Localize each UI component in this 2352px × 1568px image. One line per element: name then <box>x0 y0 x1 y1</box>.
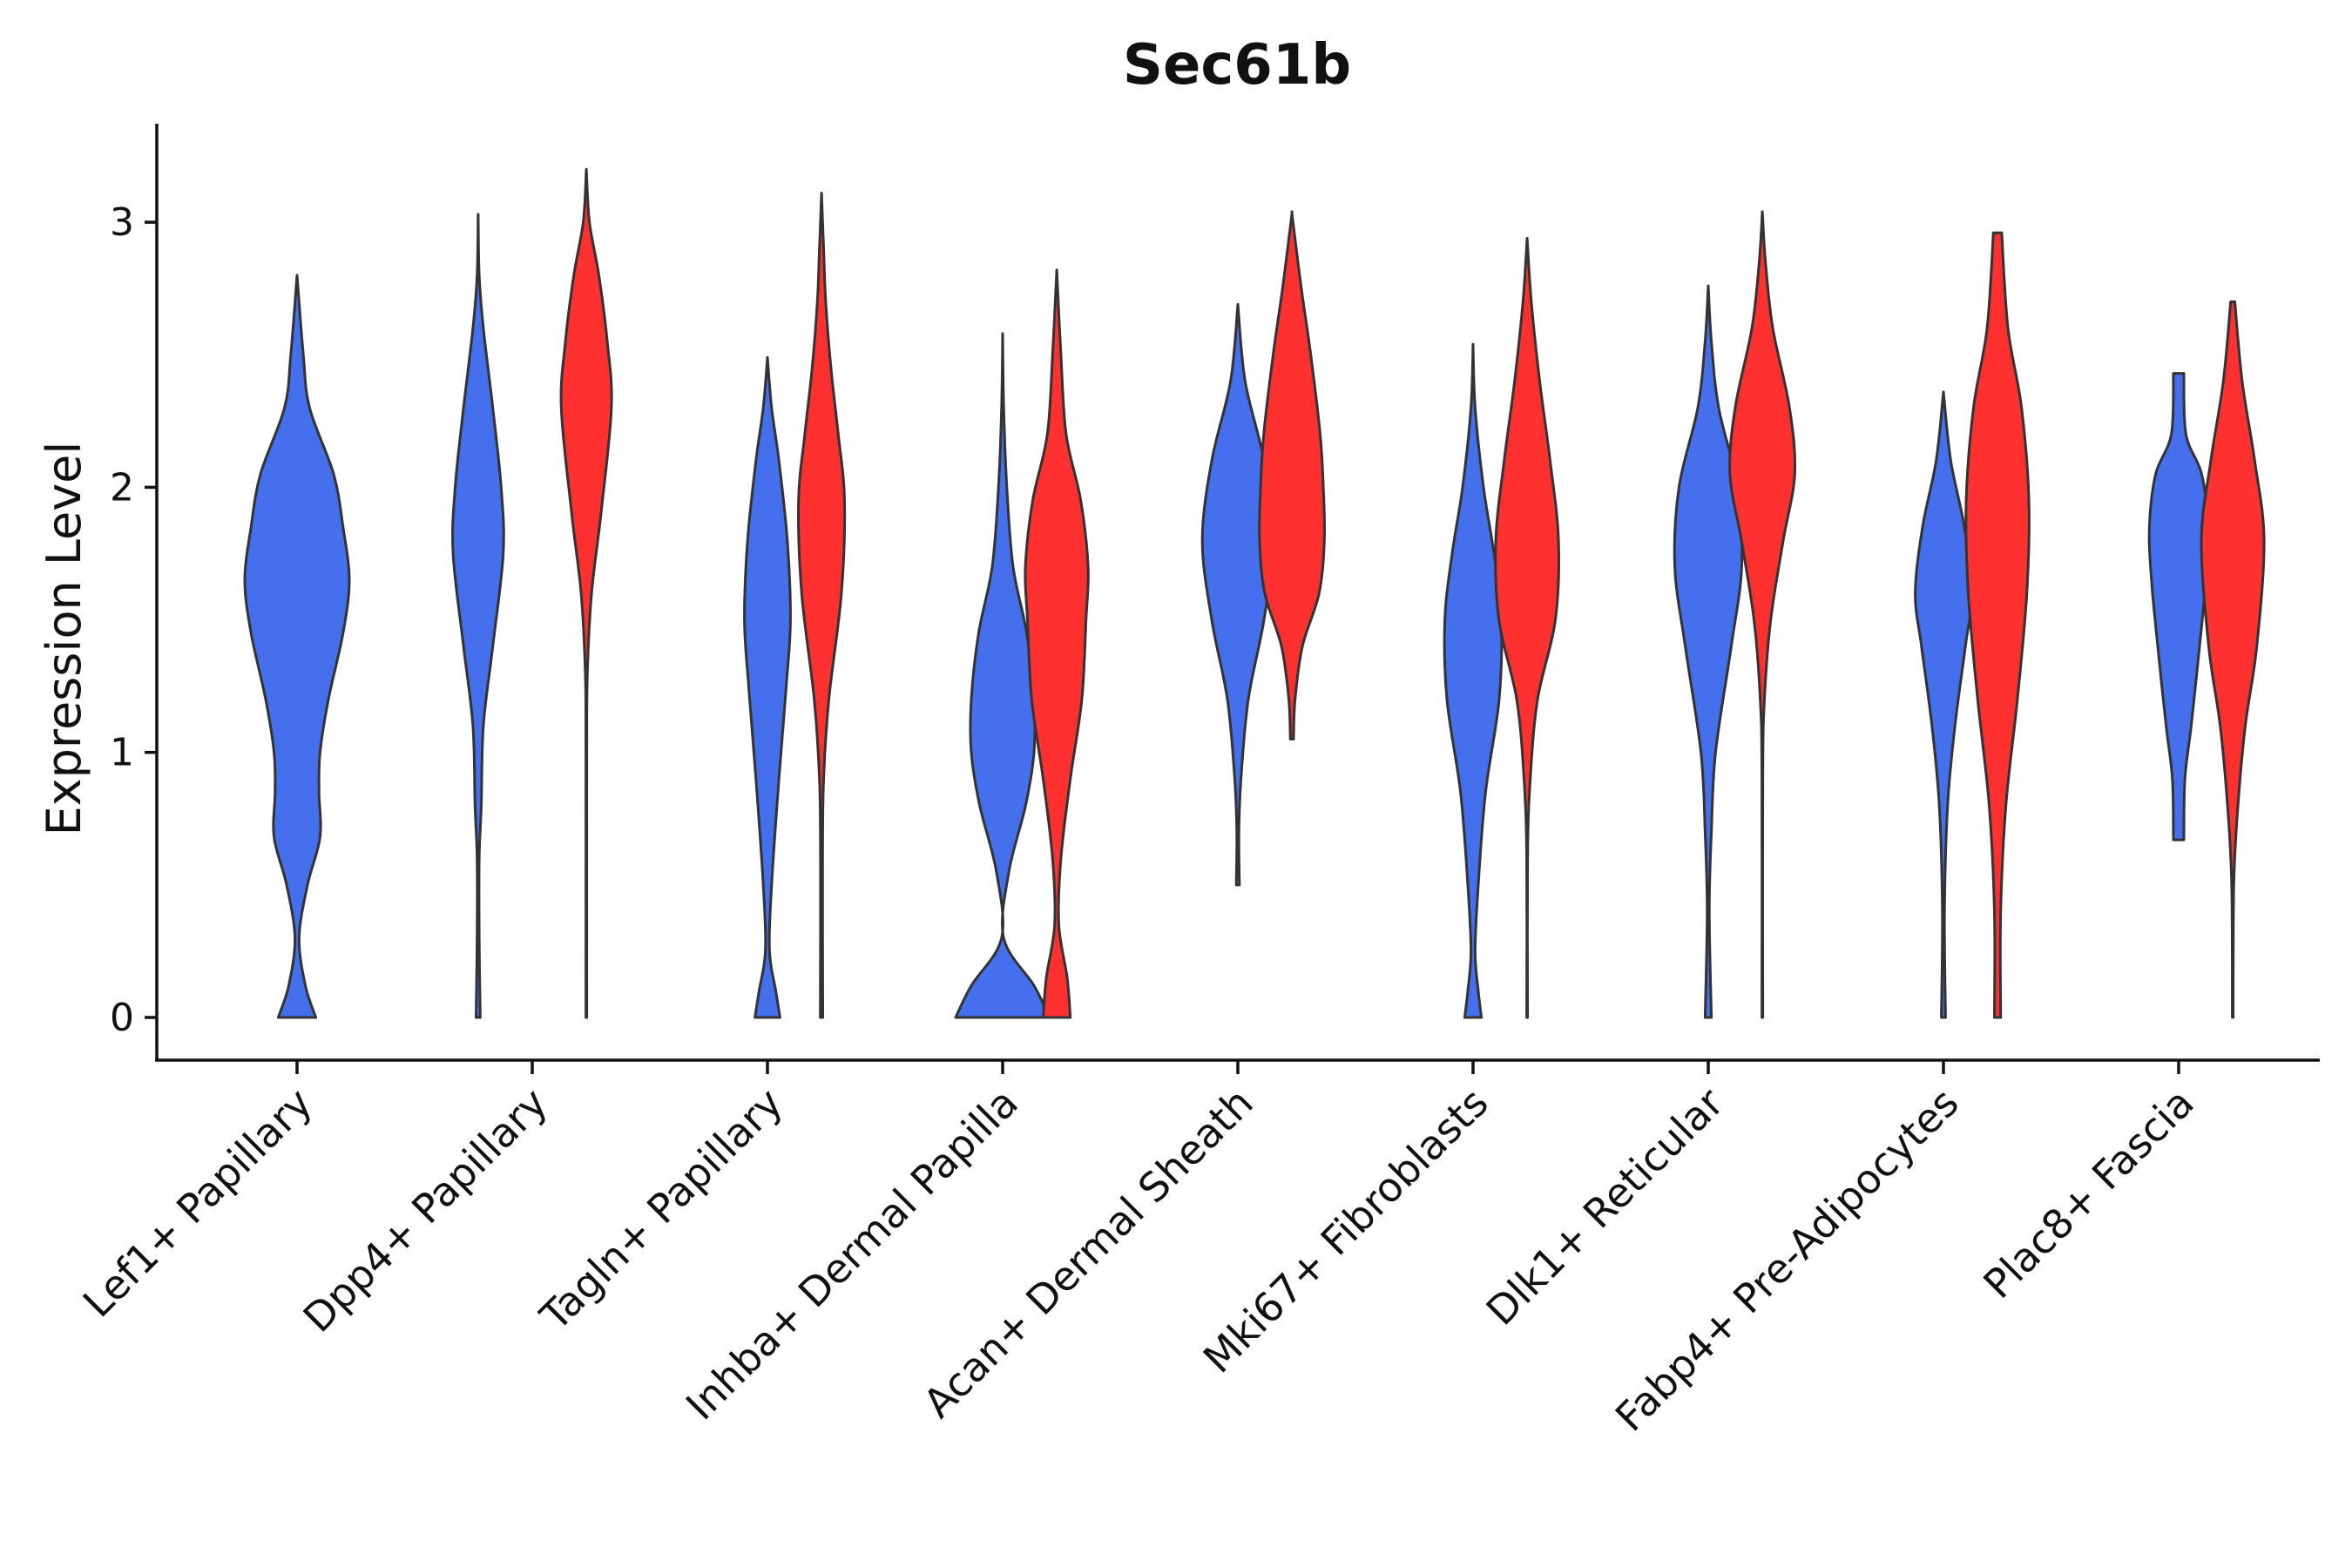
violin-mki67-fibroblasts-group-1 <box>1494 236 1561 1019</box>
x-tick-label: Dpp4+ Papillary <box>294 1079 557 1342</box>
y-tick-label: 3 <box>110 200 134 245</box>
violin-plac8-fascia-group-0 <box>2147 372 2210 841</box>
violin-inhba-dermal-papilla-group-0 <box>954 332 1051 1019</box>
violin-tagln-papillary-group-1 <box>797 192 847 1019</box>
x-tick-label: Tagln+ Papillary <box>531 1079 792 1341</box>
violin-dpp4-papillary-group-1 <box>559 167 613 1019</box>
y-tick-label: 1 <box>110 731 134 775</box>
violin-dpp4-papillary-group-0 <box>451 213 505 1019</box>
violin-mki67-fibroblasts-group-0 <box>1443 342 1504 1019</box>
violins-layer <box>243 167 2266 1019</box>
x-tick-label: Plac8+ Fascia <box>1974 1079 2202 1308</box>
violin-plac8-fascia-group-1 <box>2200 300 2266 1019</box>
violin-acan-dermal-sheath-group-0 <box>1200 302 1275 887</box>
violin-inhba-dermal-papilla-group-1 <box>1024 268 1090 1019</box>
violin-tagln-papillary-group-0 <box>743 355 792 1019</box>
violin-fabp4-pre-adipocytes-group-1 <box>1964 231 2031 1019</box>
violin-dlk1-reticular-group-1 <box>1728 210 1797 1019</box>
y-tick-label: 2 <box>110 465 134 510</box>
violin-lef1-papillary-group-0 <box>243 274 351 1019</box>
violin-acan-dermal-sheath-group-1 <box>1258 210 1327 740</box>
violin-dlk1-reticular-group-0 <box>1673 284 1744 1019</box>
violin-fabp4-pre-adipocytes-group-0 <box>1914 390 1973 1019</box>
x-tick-label: Lef1+ Papillary <box>74 1079 321 1327</box>
chart-title: Sec61b <box>1123 33 1351 98</box>
y-ticks: 0 1 2 3 <box>110 200 157 1040</box>
y-axis-label: Expression Level <box>37 442 91 836</box>
y-tick-label: 0 <box>110 996 134 1040</box>
x-tick-label: Dlk1+ Reticular <box>1477 1079 1733 1335</box>
